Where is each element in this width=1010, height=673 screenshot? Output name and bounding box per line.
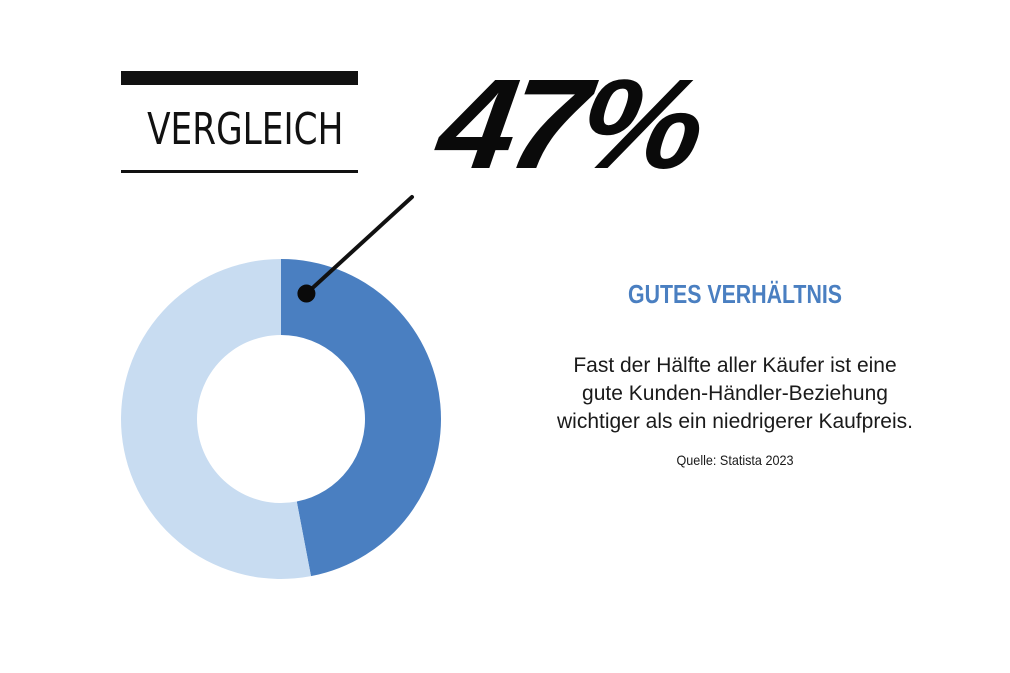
description-line: wichtiger als ein niedrigerer Kaufpreis. [556,410,913,433]
panel-description: Fast der Hälfte aller Käufer ist eine gu… [540,352,930,436]
description-line: Fast der Hälfte aller Käufer ist eine [573,354,897,377]
source-note: Quelle: Statista 2023 [676,452,794,468]
header-underline [121,170,358,173]
donut-slice-1 [121,259,311,579]
callout-line [304,195,414,296]
header-title: VERGLEICH [147,104,344,155]
info-panel: GUTES VERHÄLTNIS Fast der Hälfte aller K… [540,270,930,470]
donut-slice-0 [281,259,442,577]
header-bar [121,71,358,85]
callout-dot [297,284,316,303]
donut-slices [121,259,442,579]
panel-subtitle: GUTES VERHÄLTNIS [627,279,842,309]
description-line: gute Kunden-Händler-Beziehung [582,382,888,405]
